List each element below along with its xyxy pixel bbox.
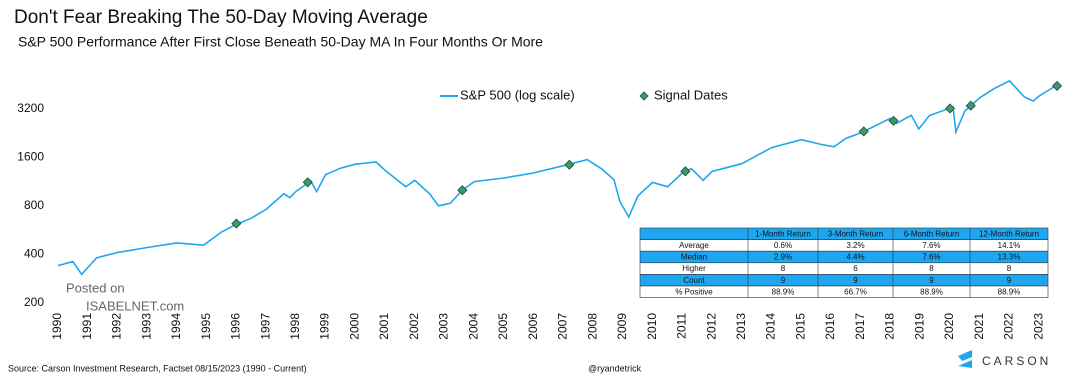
legend-label: S&P 500 (log scale) <box>460 87 575 102</box>
y-tick-label: 200 <box>24 295 44 309</box>
x-tick-label: 2023 <box>1031 313 1045 340</box>
table-cell: 7.6% <box>922 253 940 262</box>
x-tick-label: 2013 <box>734 313 748 340</box>
table-cell: 88.9% <box>772 287 795 296</box>
logo <box>958 350 972 368</box>
x-tick-label: 1997 <box>258 313 272 340</box>
table-cell: 8 <box>1007 264 1012 273</box>
x-tick-label: 2017 <box>853 313 867 340</box>
x-tick-label: 1999 <box>318 313 332 340</box>
x-tick-label: 1995 <box>199 313 213 340</box>
table-cell: 88.9% <box>998 287 1021 296</box>
x-tick-label: 2010 <box>645 313 659 340</box>
table-header: 6-Month Return <box>904 229 960 238</box>
table-cell: % Positive <box>675 287 713 296</box>
table-cell: 6 <box>853 264 858 273</box>
x-tick-label: 1991 <box>80 313 94 340</box>
brand: CARSON <box>982 354 1051 368</box>
source: Source: Carson Investment Research, Fact… <box>8 363 307 373</box>
table-cell: Count <box>683 276 705 285</box>
table-header: 1-Month Return <box>755 229 811 238</box>
price-line <box>57 79 1058 276</box>
table-cell: Higher <box>682 264 706 273</box>
table-cell: 66.7% <box>844 287 867 296</box>
table-header: 3-Month Return <box>828 229 884 238</box>
watermark: ISABELNET.com <box>86 298 184 313</box>
table-cell: 9 <box>1007 276 1012 285</box>
x-tick-label: 2021 <box>972 313 986 340</box>
x-tick-label: 2001 <box>377 313 391 340</box>
table-cell: 0.6% <box>774 241 792 250</box>
table-cell: 9 <box>781 276 786 285</box>
x-tick-label: 2022 <box>1002 313 1016 340</box>
signal-marker <box>965 100 976 111</box>
handle: @ryandetrick <box>588 363 642 373</box>
signal-marker <box>680 166 691 177</box>
legend-label: Signal Dates <box>654 87 728 102</box>
x-tick-label: 2006 <box>526 313 540 340</box>
table-cell: 88.9% <box>920 287 943 296</box>
x-tick-label: 1994 <box>169 313 183 340</box>
x-tick-label: 2007 <box>556 313 570 340</box>
x-tick-label: 2020 <box>942 313 956 340</box>
signal-marker <box>564 159 575 170</box>
signal-marker <box>231 218 242 229</box>
y-tick-label: 800 <box>24 198 44 212</box>
table-cell: 3.2% <box>846 241 864 250</box>
table-cell: 9 <box>929 276 934 285</box>
table-cell: 4.4% <box>846 253 864 262</box>
x-tick-label: 1993 <box>139 313 153 340</box>
table-cell: 8 <box>929 264 934 273</box>
watermark: Posted on <box>66 280 125 295</box>
x-tick-label: 2018 <box>883 313 897 340</box>
y-tick-label: 3200 <box>17 101 44 115</box>
chart-title: Don't Fear Breaking The 50-Day Moving Av… <box>14 7 428 28</box>
table-cell: Median <box>681 253 707 262</box>
signal-marker <box>944 103 956 114</box>
signal-marker <box>1051 80 1063 91</box>
x-tick-label: 2014 <box>764 313 778 340</box>
x-tick-label: 2019 <box>912 313 926 340</box>
x-tick-label: 2004 <box>466 313 480 340</box>
x-tick-label: 1996 <box>229 313 243 340</box>
x-tick-label: 2009 <box>615 313 629 340</box>
x-tick-label: 2015 <box>793 313 807 340</box>
table-cell: 2.9% <box>774 253 792 262</box>
table-header: 12-Month Return <box>979 229 1039 238</box>
x-tick-label: 1998 <box>288 313 302 340</box>
y-tick-label: 400 <box>24 246 44 260</box>
table-cell: 7.6% <box>922 241 940 250</box>
table-cell: 14.1% <box>998 241 1021 250</box>
x-tick-label: 2005 <box>496 313 510 340</box>
x-tick-label: 2002 <box>407 313 421 340</box>
x-tick-label: 2012 <box>704 313 718 340</box>
table-cell: 9 <box>853 276 858 285</box>
signal-marker <box>858 126 869 137</box>
signal-marker <box>888 115 899 126</box>
x-tick-label: 2011 <box>675 313 689 339</box>
x-tick-label: 2016 <box>823 313 837 340</box>
x-tick-label: 1990 <box>50 313 64 340</box>
signal-marker <box>457 185 468 196</box>
table-row <box>639 285 1049 298</box>
signal-marker <box>302 177 313 188</box>
table-cell: 8 <box>781 264 786 273</box>
y-tick-label: 1600 <box>17 150 44 164</box>
x-tick-label: 2003 <box>437 313 451 340</box>
chart-subtitle: S&P 500 Performance After First Close Be… <box>18 34 543 50</box>
table-cell: Average <box>679 241 709 250</box>
x-tick-label: 2008 <box>585 313 599 340</box>
x-tick-label: 1992 <box>110 313 124 340</box>
legend-swatch <box>639 91 649 101</box>
x-tick-label: 2000 <box>347 313 361 340</box>
table-cell: 13.3% <box>998 253 1021 262</box>
